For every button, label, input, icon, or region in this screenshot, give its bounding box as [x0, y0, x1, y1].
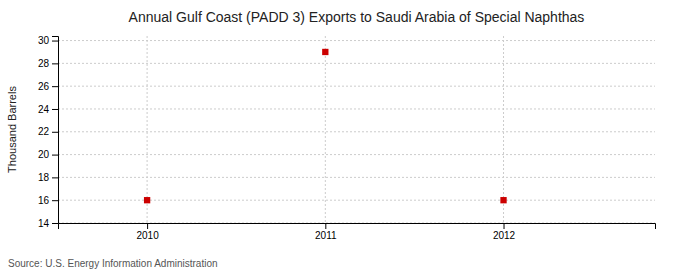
tick-label: 2011: [315, 230, 337, 241]
point: [500, 197, 506, 203]
tick: 2010: [136, 223, 159, 241]
tick-mark: [504, 223, 505, 229]
tick: 26: [38, 81, 58, 92]
tick-mark: [52, 200, 58, 201]
tick-label: 28: [38, 58, 50, 69]
point: [144, 197, 150, 203]
axis-line: [59, 224, 656, 230]
source: Source: U.S. Energy Information Administ…: [8, 258, 218, 269]
tick-mark: [52, 155, 58, 156]
tick-mark: [147, 223, 148, 229]
tick: 28: [38, 58, 58, 69]
tick: 22: [38, 126, 58, 137]
grid-line-x: [147, 36, 148, 223]
tick-label: 30: [38, 35, 50, 46]
tick: 20: [38, 149, 58, 160]
tick: 24: [38, 104, 58, 115]
tick: 30: [38, 35, 58, 46]
y-axis: 14 16 18 20 22 24 26 28 30: [38, 35, 59, 228]
tick: 2011: [315, 223, 337, 241]
axis-line: [52, 37, 59, 224]
tick-label: 22: [38, 126, 50, 137]
tick-mark: [52, 41, 58, 42]
grid-line-y: [58, 154, 655, 155]
tick-mark: [52, 86, 58, 87]
tick-mark: [325, 223, 326, 229]
grid-line-y: [58, 223, 655, 224]
y-axis-label: Thousand Barrels: [6, 86, 18, 173]
tick-label: 14: [38, 218, 50, 229]
title: Annual Gulf Coast (PADD 3) Exports to Sa…: [129, 9, 585, 25]
chart: 2010 2011 2012 14 16 18 20 22 24 26 28 30 Annual Gul…: [0, 0, 675, 275]
grid: [58, 36, 655, 223]
tick-label: 26: [38, 81, 50, 92]
tick-label: 2010: [136, 230, 159, 241]
tick-mark: [52, 177, 58, 178]
tick-label: 24: [38, 104, 50, 115]
x-axis: 2010 2011 2012: [59, 223, 656, 241]
tick-label: 2012: [493, 230, 516, 241]
tick-mark: [52, 132, 58, 133]
plot-area: 2010 2011 2012 14 16 18 20 22 24 26 28 30: [38, 35, 656, 241]
tick: 14: [38, 218, 58, 229]
tick-label: 20: [38, 149, 50, 160]
tick-label: 18: [38, 172, 50, 183]
tick-mark: [52, 223, 58, 224]
grid-line-x: [325, 36, 326, 223]
tick-mark: [52, 63, 58, 64]
tick: 16: [38, 195, 58, 206]
grid-line-y: [58, 63, 655, 64]
points: [144, 49, 507, 204]
point: [322, 49, 328, 55]
tick: 18: [38, 172, 58, 183]
tick: 2012: [493, 223, 516, 241]
tick-label: 16: [38, 195, 50, 206]
tick-mark: [52, 109, 58, 110]
grid-line-x: [503, 36, 504, 223]
